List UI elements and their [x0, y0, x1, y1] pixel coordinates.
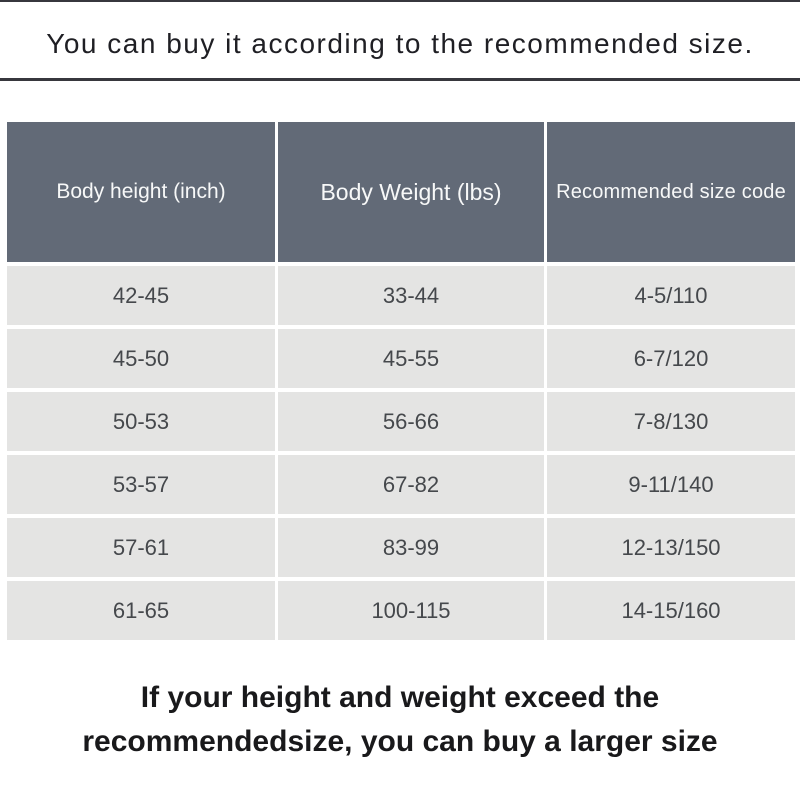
table-row: 45-50 45-55 6-7/120 — [7, 329, 795, 388]
page-title: You can buy it according to the recommen… — [46, 28, 754, 59]
cell-size-code: 6-7/120 — [547, 329, 795, 388]
cell-size-code: 14-15/160 — [547, 581, 795, 640]
cell-size-code: 7-8/130 — [547, 392, 795, 451]
cell-weight-range: 83-99 — [278, 518, 544, 577]
cell-height-range: 42-45 — [7, 266, 275, 325]
table-row: 57-61 83-99 12-13/150 — [7, 518, 795, 577]
table-row: 50-53 56-66 7-8/130 — [7, 392, 795, 451]
cell-height-range: 57-61 — [7, 518, 275, 577]
cell-weight-range: 67-82 — [278, 455, 544, 514]
cell-height-range: 45-50 — [7, 329, 275, 388]
cell-weight-range: 56-66 — [278, 392, 544, 451]
cell-height-range: 50-53 — [7, 392, 275, 451]
cell-weight-range: 45-55 — [278, 329, 544, 388]
cell-size-code: 9-11/140 — [547, 455, 795, 514]
table-row: 42-45 33-44 4-5/110 — [7, 266, 795, 325]
title-divider-line — [0, 78, 800, 81]
size-chart-table: Body height (inch) Body Weight (lbs) Rec… — [7, 122, 795, 644]
cell-weight-range: 100-115 — [278, 581, 544, 640]
table-row: 53-57 67-82 9-11/140 — [7, 455, 795, 514]
cell-weight-range: 33-44 — [278, 266, 544, 325]
size-advice-note: If your height and weight exceed the rec… — [0, 676, 800, 764]
header-cell-body-weight: Body Weight (lbs) — [278, 122, 544, 262]
top-divider-line — [0, 0, 800, 2]
cell-size-code: 4-5/110 — [547, 266, 795, 325]
cell-height-range: 53-57 — [7, 455, 275, 514]
header-cell-size-code: Recommended size code — [547, 122, 795, 262]
table-header-row: Body height (inch) Body Weight (lbs) Rec… — [7, 122, 795, 262]
cell-size-code: 12-13/150 — [547, 518, 795, 577]
table-row: 61-65 100-115 14-15/160 — [7, 581, 795, 640]
header-cell-body-height: Body height (inch) — [7, 122, 275, 262]
size-advice-line-1: If your height and weight exceed the — [140, 681, 660, 714]
size-advice-line-2: recommendedsize, you can buy a larger si… — [82, 725, 718, 758]
cell-height-range: 61-65 — [7, 581, 275, 640]
